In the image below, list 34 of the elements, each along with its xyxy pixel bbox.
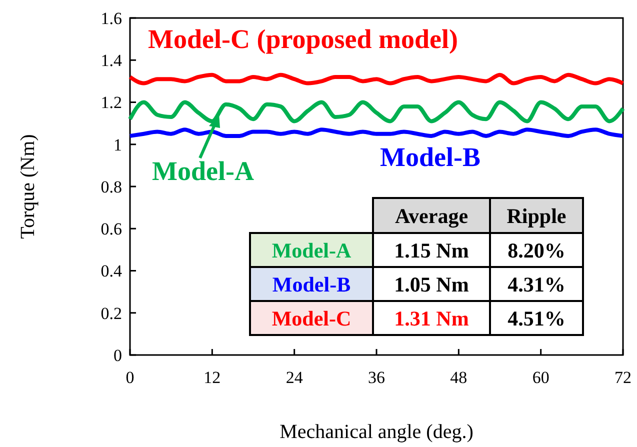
annotation: Average bbox=[394, 204, 468, 228]
x-tick-label: 0 bbox=[126, 368, 134, 387]
y-tick-label: 0.4 bbox=[100, 262, 122, 281]
x-tick-label: 60 bbox=[532, 368, 550, 387]
x-tick-label: 48 bbox=[450, 368, 468, 387]
annotation: 1.15 Nm bbox=[394, 238, 470, 262]
x-axis-title: Mechanical angle (deg.) bbox=[280, 421, 474, 443]
x-tick-label: 24 bbox=[286, 368, 304, 387]
x-tick-label: 72 bbox=[614, 368, 632, 387]
line-series bbox=[128, 72, 625, 86]
annotation: Model-B bbox=[272, 272, 351, 296]
annotation: 1.05 Nm bbox=[394, 272, 470, 296]
annotation: 4.51% bbox=[508, 306, 566, 330]
line-series bbox=[128, 128, 625, 138]
x-tick-label: 12 bbox=[204, 368, 221, 387]
annotation: Model-C bbox=[272, 306, 352, 330]
annotation: Model-A bbox=[272, 238, 352, 262]
y-axis-title: Torque (Nm) bbox=[17, 134, 39, 239]
y-tick-label: 1 bbox=[114, 135, 122, 154]
y-tick-label: 0.8 bbox=[100, 177, 122, 196]
y-tick-label: 1.6 bbox=[100, 8, 122, 28]
y-tick-label: 0.6 bbox=[100, 220, 122, 239]
annotation: 1.31 Nm bbox=[394, 306, 470, 330]
annotation: 4.31% bbox=[508, 272, 566, 296]
x-tick-label: 36 bbox=[368, 368, 385, 387]
y-tick-label: 1.2 bbox=[100, 93, 122, 112]
annotation: Ripple bbox=[506, 204, 566, 228]
y-tick-label: 1.4 bbox=[100, 51, 122, 70]
y-tick-label: 0.2 bbox=[100, 304, 122, 323]
legend-label: Model-A bbox=[152, 156, 254, 186]
series-label: Model-B bbox=[380, 142, 480, 172]
y-tick-label: 0 bbox=[114, 346, 122, 365]
annotation: 8.20% bbox=[508, 238, 566, 262]
series-label: Model-C (proposed model) bbox=[148, 24, 458, 54]
